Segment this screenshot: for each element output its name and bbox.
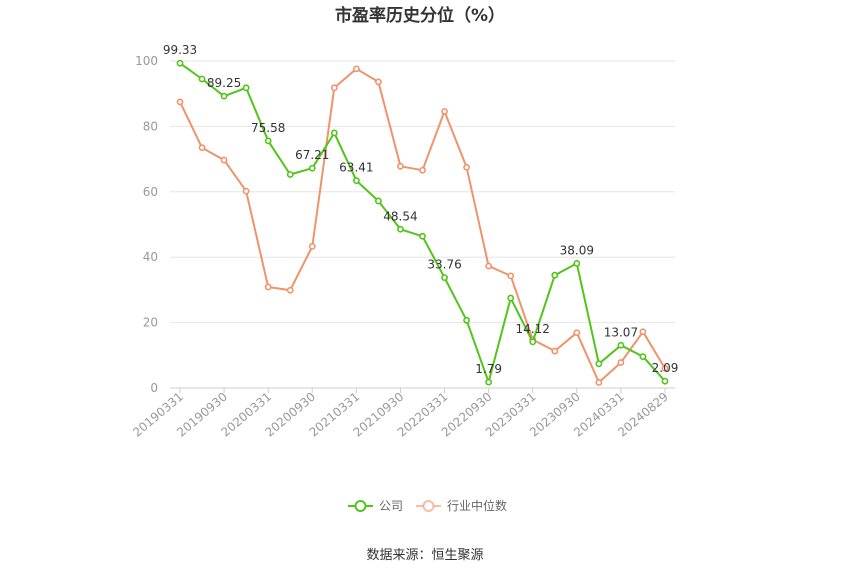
data-point: [397, 225, 404, 233]
data-point: [198, 75, 206, 83]
data-label: 75.58: [251, 121, 285, 135]
data-point: [573, 260, 581, 267]
data-point: [198, 144, 206, 152]
legend-marker: [422, 500, 435, 512]
legend-item-industry-median[interactable]: 行业中位数: [416, 498, 507, 513]
data-point: [463, 163, 470, 171]
data-point: [286, 171, 294, 178]
series-company: [176, 59, 669, 386]
data-point: [639, 328, 647, 336]
data-label: 1.79: [475, 362, 502, 376]
data-point: [308, 164, 316, 172]
data-labels: 99.33 89.25 75.58 67.21 63.41 48.54 33.76 1.79 1…: [163, 43, 679, 376]
data-point: [375, 78, 382, 86]
data-point: [617, 359, 625, 366]
data-label: 33.76: [427, 258, 461, 272]
data-point: [639, 353, 647, 361]
data-point: [507, 294, 515, 302]
data-point: [529, 338, 537, 346]
data-point: [330, 84, 338, 92]
source-text: 数据来源：恒生聚源: [366, 548, 483, 563]
data-label: 2.09: [652, 361, 679, 375]
data-point: [419, 166, 426, 174]
data-point: [352, 177, 360, 185]
data-point: [286, 286, 294, 294]
grid: [170, 60, 675, 389]
legend-label: 公司: [379, 499, 403, 513]
legend-item-company[interactable]: 公司: [348, 499, 403, 513]
legend-marker: [354, 500, 367, 512]
data-label: 89.25: [207, 76, 241, 90]
y-tick-label: 60: [143, 185, 158, 199]
y-axis: 0 20 40 60 80 100: [135, 54, 158, 395]
x-axis: 2019033120190930202003312020093020210331…: [130, 388, 671, 440]
data-point: [485, 378, 493, 386]
data-point: [176, 98, 184, 106]
data-point: [330, 129, 338, 137]
data-point: [595, 379, 603, 386]
y-tick-label: 100: [135, 54, 158, 68]
chart-title: 市盈率历史分位（%）: [335, 5, 505, 26]
data-point: [419, 232, 426, 240]
data-point: [441, 107, 448, 115]
data-point: [507, 272, 515, 280]
data-point: [617, 341, 625, 349]
data-point: [551, 347, 559, 355]
data-point: [352, 65, 360, 73]
data-label: 63.41: [339, 161, 373, 175]
legend[interactable]: 公司 行业中位数: [348, 498, 507, 513]
data-point: [242, 187, 250, 195]
data-label: 14.12: [516, 322, 550, 336]
y-tick-label: 40: [143, 250, 158, 264]
y-tick-label: 0: [150, 381, 158, 395]
y-tick-label: 80: [143, 119, 158, 133]
data-point: [220, 156, 228, 164]
data-point: [397, 162, 404, 170]
data-point: [242, 84, 250, 92]
data-point: [308, 243, 316, 250]
series-lines: [176, 59, 669, 386]
data-point: [661, 364, 669, 372]
data-point: [220, 92, 228, 100]
data-point: [573, 329, 581, 337]
data-point: [441, 274, 448, 282]
data-point: [264, 137, 272, 145]
data-point: [375, 197, 382, 205]
data-label: 99.33: [163, 43, 197, 57]
data-point: [264, 283, 272, 291]
data-point: [595, 360, 603, 368]
data-point: [176, 59, 184, 67]
data-point: [661, 377, 669, 385]
data-point: [463, 316, 470, 324]
legend-label: 行业中位数: [447, 498, 507, 513]
data-point: [551, 271, 559, 279]
data-label: 13.07: [604, 325, 638, 339]
data-label: 67.21: [295, 148, 329, 162]
data-point: [485, 262, 493, 270]
y-tick-label: 20: [143, 316, 158, 330]
data-label: 48.54: [383, 209, 417, 223]
data-label: 38.09: [560, 243, 594, 257]
